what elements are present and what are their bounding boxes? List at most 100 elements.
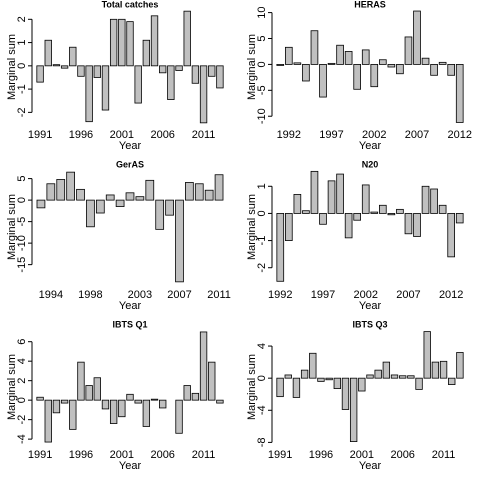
bar xyxy=(439,360,448,379)
bar xyxy=(76,188,85,201)
x-tick-label: 2003 xyxy=(128,289,152,301)
bar xyxy=(126,393,134,401)
x-axis-label: Year xyxy=(359,460,382,472)
bar xyxy=(310,170,319,214)
bar xyxy=(370,64,379,88)
bar xyxy=(85,65,93,123)
panel-title: GerAS xyxy=(116,159,144,169)
bar xyxy=(300,369,309,379)
y-tick-label: 0 xyxy=(256,375,268,381)
x-tick-label: 1992 xyxy=(268,289,292,301)
bar xyxy=(60,65,69,69)
y-tick-label: -1 xyxy=(256,236,268,246)
x-tick-label: 1997 xyxy=(311,289,335,301)
bar xyxy=(361,49,370,65)
y-tick-label: 1 xyxy=(16,40,28,46)
y-tick-label: 10 xyxy=(256,6,268,18)
bar xyxy=(93,377,101,401)
bar xyxy=(185,182,194,201)
bar xyxy=(430,64,438,76)
bar xyxy=(382,361,391,379)
bar xyxy=(293,194,302,214)
bar xyxy=(69,46,77,67)
x-axis-label: Year xyxy=(119,460,142,472)
bar xyxy=(52,399,61,414)
x-tick-label: 2012 xyxy=(439,289,463,301)
y-tick-label: 0 xyxy=(16,397,28,403)
bar xyxy=(204,189,214,201)
x-tick-label: 1998 xyxy=(78,289,102,301)
bar xyxy=(77,65,85,77)
bar xyxy=(109,399,118,424)
y-tick-label: -4 xyxy=(256,405,268,415)
x-tick-label: 1997 xyxy=(319,129,343,141)
panel-title: Total catches xyxy=(102,0,159,9)
y-tick-label: 4 xyxy=(16,358,28,364)
bar xyxy=(333,377,341,390)
bar xyxy=(448,377,456,385)
bar xyxy=(125,192,135,201)
bar xyxy=(165,199,174,216)
bar xyxy=(387,213,396,216)
bar xyxy=(319,213,327,225)
bar xyxy=(438,61,447,65)
x-tick-label: 2011 xyxy=(192,129,216,141)
y-axis-label: Marginal sum xyxy=(6,194,18,260)
bar xyxy=(36,199,46,209)
x-tick-label: 1994 xyxy=(39,289,63,301)
y-tick-label: 4 xyxy=(256,343,268,349)
x-tick-label: 2011 xyxy=(192,449,216,461)
bar xyxy=(374,369,382,379)
bar xyxy=(66,171,75,201)
bar xyxy=(208,65,216,77)
bar xyxy=(396,208,404,214)
bar xyxy=(69,399,77,430)
bar xyxy=(341,377,350,410)
y-tick-label: 0 xyxy=(256,61,268,67)
bar xyxy=(456,352,464,379)
bar xyxy=(199,65,208,124)
bar xyxy=(284,213,293,241)
bar xyxy=(95,199,105,214)
bar xyxy=(293,62,302,65)
y-tick-label: -1 xyxy=(16,84,28,94)
bar xyxy=(344,51,353,65)
bar xyxy=(366,374,374,379)
y-axis-label: Marginal sum xyxy=(6,354,18,420)
bar xyxy=(378,59,387,65)
bar xyxy=(52,64,61,67)
bar xyxy=(159,65,167,74)
bar xyxy=(199,331,208,401)
bar xyxy=(399,375,407,379)
bar xyxy=(36,396,44,401)
panel-title: N20 xyxy=(362,159,379,169)
x-tick-label: 2007 xyxy=(167,289,191,301)
x-axis-label: Year xyxy=(359,140,382,152)
bar xyxy=(413,10,421,65)
bar xyxy=(396,64,404,75)
x-tick-label: 2007 xyxy=(396,289,420,301)
bar xyxy=(421,185,430,214)
y-tick-label: 5 xyxy=(256,35,268,41)
x-tick-label: 2006 xyxy=(390,449,414,461)
x-axis-label: Year xyxy=(119,300,142,312)
bar xyxy=(319,64,327,98)
bar xyxy=(150,398,159,401)
bar xyxy=(455,64,464,123)
bar xyxy=(276,377,284,398)
bar xyxy=(56,179,66,201)
x-tick-label: 1991 xyxy=(28,449,52,461)
bar xyxy=(310,30,319,65)
bar xyxy=(216,65,224,89)
bar xyxy=(101,65,110,111)
bar xyxy=(327,180,336,214)
bar xyxy=(404,213,413,235)
bar xyxy=(309,352,317,379)
y-tick-label: 1 xyxy=(256,183,268,189)
bar xyxy=(302,64,310,82)
bar xyxy=(415,377,423,390)
bar xyxy=(175,199,184,283)
x-tick-label: 1996 xyxy=(69,129,93,141)
bar xyxy=(145,179,155,201)
